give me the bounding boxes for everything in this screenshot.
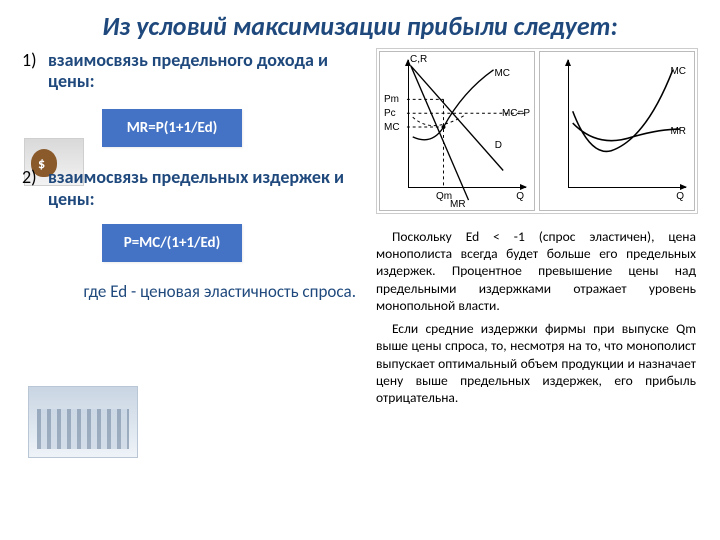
content-columns: 1) взаимосвязь предельного дохода и цены… xyxy=(0,48,720,413)
paragraph-1: Поскольку Ed < -1 (спрос эластичен), цен… xyxy=(376,228,696,314)
chart-mc-mr: MC MR Q xyxy=(539,51,695,211)
factory-image-icon xyxy=(28,386,138,458)
left-column: 1) взаимосвязь предельного дохода и цены… xyxy=(22,48,362,413)
list-number: 2) xyxy=(22,167,37,189)
slide-title: Из условий максимизации прибыли следует: xyxy=(0,0,720,48)
elasticity-note: где Ed - ценовая эластичность спроса. xyxy=(22,282,362,302)
formula-box-1: MR=P(1+1/Ed) xyxy=(102,109,242,147)
list-number: 1) xyxy=(22,50,37,72)
chart-curves xyxy=(540,52,694,210)
right-column: C,R Pm Pc MC MC MC=P D MR Qm Q xyxy=(376,48,698,413)
chart-curves xyxy=(380,52,534,210)
charts-container: C,R Pm Pc MC MC MC=P D MR Qm Q xyxy=(376,48,698,214)
list-item-2: 2) взаимосвязь предельных издержек и цен… xyxy=(22,167,362,210)
chart-monopoly: C,R Pm Pc MC MC MC=P D MR Qm Q xyxy=(379,51,535,211)
formula-box-2: P=MC/(1+1/Ed) xyxy=(102,224,242,262)
list-text: взаимосвязь предельных издержек и цены: xyxy=(48,166,344,210)
list-item-1: 1) взаимосвязь предельного дохода и цены… xyxy=(22,50,362,93)
paragraph-2: Если средние издержки фирмы при выпуске … xyxy=(376,320,696,406)
explanation-text: Поскольку Ed < -1 (спрос эластичен), цен… xyxy=(376,228,698,407)
numbered-list: 1) взаимосвязь предельного дохода и цены… xyxy=(22,50,362,93)
numbered-list: 2) взаимосвязь предельных издержек и цен… xyxy=(22,167,362,210)
list-text: взаимосвязь предельного дохода и цены: xyxy=(48,49,328,93)
